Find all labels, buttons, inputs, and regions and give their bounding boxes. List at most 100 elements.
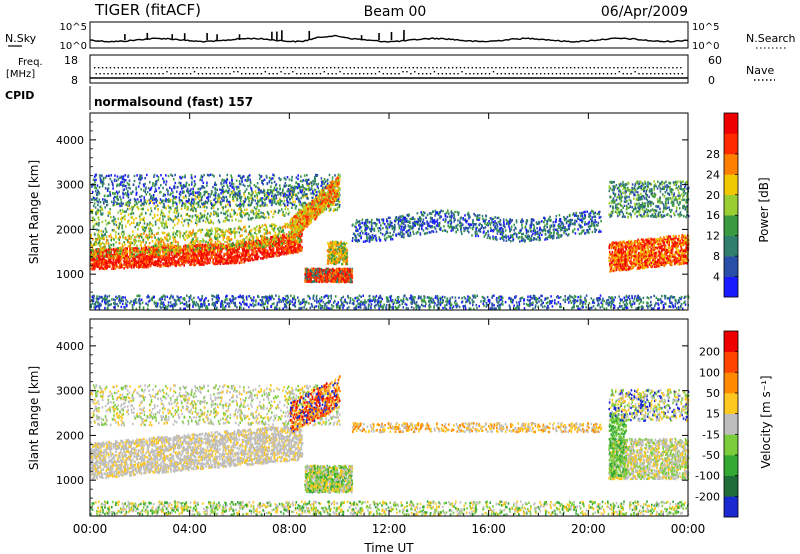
- range-gate-cell: [229, 261, 231, 263]
- range-gate-cell: [118, 184, 120, 186]
- range-gate-cell: [165, 251, 167, 253]
- range-gate-cell: [265, 237, 267, 239]
- range-gate-cell: [181, 221, 183, 223]
- range-gate-cell: [95, 264, 97, 266]
- range-gate-cell: [158, 179, 160, 181]
- range-gate-cell: [142, 248, 144, 250]
- nave-point: [363, 73, 364, 74]
- range-gate-cell: [239, 231, 241, 233]
- freq-trace: [90, 67, 688, 78]
- range-gate-cell: [227, 237, 229, 239]
- range-gate-cell: [108, 256, 110, 258]
- range-gate-cell: [92, 209, 94, 211]
- range-gate-cell: [137, 262, 139, 264]
- freq-point: [680, 67, 681, 68]
- range-gate-cell: [254, 242, 256, 244]
- nave-point: [493, 71, 494, 72]
- range-gate-cell: [170, 206, 172, 208]
- nave-point: [162, 73, 163, 74]
- range-gate-cell: [244, 190, 246, 192]
- nave-point: [367, 73, 368, 74]
- range-gate-cell: [185, 235, 187, 237]
- range-gate-cell: [144, 222, 146, 224]
- range-gate-cell: [115, 267, 117, 269]
- range-gate-cell: [271, 227, 273, 229]
- freq-point: [538, 67, 539, 68]
- freq-point: [574, 67, 575, 68]
- nave-point: [595, 73, 596, 74]
- freq-point: [413, 67, 414, 68]
- range-gate-cell: [97, 253, 99, 255]
- range-gate-cell: [150, 213, 152, 215]
- range-gate-cell: [141, 212, 143, 214]
- nave-point: [634, 71, 635, 72]
- range-gate-cell: [215, 254, 217, 256]
- range-gate-cell: [100, 212, 102, 214]
- range-gate-cell: [98, 224, 100, 226]
- range-gate-cell: [274, 187, 276, 189]
- range-gate-cell: [308, 183, 310, 185]
- range-gate-cell: [266, 257, 268, 259]
- range-gate-cell: [169, 238, 171, 240]
- nave-point: [670, 73, 671, 74]
- range-gate-cell: [205, 234, 207, 236]
- range-gate-cell: [192, 215, 194, 217]
- range-gate-cell: [188, 215, 190, 217]
- nave-point: [182, 73, 183, 74]
- range-gate-cell: [168, 251, 170, 253]
- range-gate-cell: [231, 216, 233, 218]
- range-gate-cell: [146, 234, 148, 236]
- freq-point: [212, 67, 213, 68]
- freq-point: [216, 67, 217, 68]
- range-gate-cell: [276, 244, 278, 246]
- range-gate-cell: [192, 242, 194, 244]
- range-gate-cell: [165, 207, 167, 209]
- range-gate-cell: [173, 211, 175, 213]
- range-gate-cell: [192, 231, 194, 233]
- range-gate-cell: [141, 195, 143, 197]
- range-gate-cell: [286, 243, 288, 245]
- range-gate-cell: [225, 206, 227, 208]
- range-gate-cell: [220, 248, 222, 250]
- range-gate-cell: [295, 207, 297, 209]
- range-gate-cell: [205, 244, 207, 246]
- n-sky-tick-low: 10^0: [60, 41, 87, 52]
- range-gate-cell: [197, 240, 199, 242]
- range-gate-cell: [120, 184, 122, 186]
- range-gate-cell: [165, 238, 167, 240]
- range-gate-cell: [191, 263, 193, 265]
- range-gate-cell: [108, 187, 110, 189]
- nave-point: [477, 73, 478, 74]
- range-gate-cell: [190, 245, 192, 247]
- range-gate-cell: [104, 255, 106, 257]
- range-gate-cell: [161, 240, 163, 242]
- nave-point: [292, 71, 293, 72]
- range-gate-cell: [188, 184, 190, 186]
- range-gate-cell: [209, 257, 211, 259]
- range-gate-cell: [185, 203, 187, 205]
- range-gate-cell: [278, 248, 280, 250]
- freq-point: [251, 67, 252, 68]
- range-gate-cell: [292, 204, 294, 206]
- range-gate-cell: [187, 260, 189, 262]
- range-gate-cell: [256, 238, 258, 240]
- range-gate-cell: [242, 239, 244, 241]
- range-gate-cell: [93, 243, 95, 245]
- nave-point: [123, 73, 124, 74]
- range-gate-cell: [227, 230, 229, 232]
- range-gate-cell: [248, 245, 250, 247]
- range-gate-cell: [256, 195, 258, 197]
- range-gate-cell: [124, 244, 126, 246]
- range-gate-cell: [204, 248, 206, 250]
- range-gate-cell: [132, 208, 134, 210]
- nave-point: [178, 73, 179, 74]
- range-gate-cell: [217, 233, 219, 235]
- freq-point: [672, 67, 673, 68]
- range-gate-cell: [162, 232, 164, 234]
- range-gate-cell: [129, 244, 131, 246]
- freq-tick-low: 8: [71, 74, 78, 87]
- range-gate-cell: [155, 261, 157, 263]
- nave-point: [249, 73, 250, 74]
- range-gate-cell: [219, 235, 221, 237]
- range-gate-cell: [255, 190, 257, 192]
